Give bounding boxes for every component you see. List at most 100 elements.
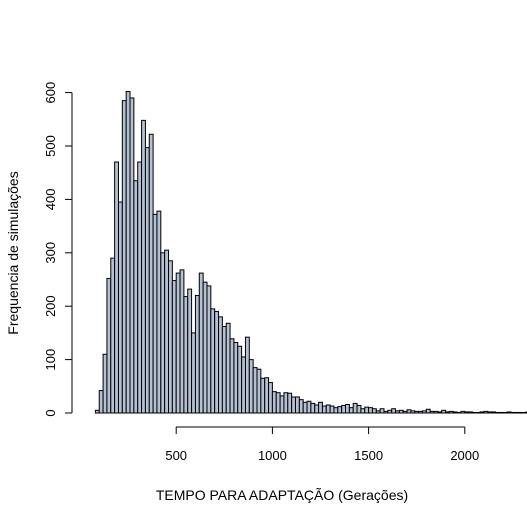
histogram-bar <box>218 316 223 414</box>
histogram-bar <box>164 249 170 414</box>
histogram-bar <box>433 410 439 414</box>
histogram-bar <box>141 119 146 414</box>
histogram-bar <box>160 252 166 414</box>
histogram-bar <box>464 411 470 414</box>
histogram-bar <box>133 180 139 414</box>
histogram-bar <box>337 406 343 414</box>
histogram-bar <box>395 410 400 414</box>
histogram-bar <box>117 201 123 414</box>
histogram-bar <box>114 161 119 414</box>
histogram-bar <box>429 410 435 414</box>
histogram-bar <box>229 338 235 414</box>
histogram-bar <box>298 399 304 414</box>
histogram-bar <box>341 405 347 414</box>
histogram-bar <box>148 133 154 414</box>
histogram-bar <box>506 411 512 414</box>
histogram-bar <box>487 411 493 414</box>
histogram-bar <box>248 359 254 414</box>
histogram-bar <box>144 147 150 414</box>
histogram-bar <box>279 395 285 414</box>
histogram-bar <box>364 406 370 414</box>
histogram-bar <box>475 411 481 414</box>
y-tick-label: 200 <box>43 295 58 317</box>
histogram-bar <box>479 411 485 414</box>
x-tick-label: 1000 <box>258 448 287 463</box>
histogram-bar <box>314 404 320 414</box>
histogram-bar <box>495 411 500 414</box>
histogram-bar <box>418 410 423 414</box>
histogram-bar <box>256 368 262 414</box>
histogram-bar <box>206 285 212 414</box>
histogram-bar <box>456 411 462 414</box>
histogram-bar <box>152 213 158 414</box>
histogram-bar <box>318 401 323 414</box>
histogram-bar <box>333 407 339 414</box>
histogram-bar <box>183 296 189 414</box>
histogram-bar <box>437 411 443 414</box>
histogram-bar <box>225 322 231 414</box>
y-tick-label: 600 <box>43 82 58 104</box>
histogram-bar <box>387 409 393 414</box>
x-axis-title: TEMPO PARA ADAPTAÇÃO (Gerações) <box>156 487 408 503</box>
histogram-bar <box>264 377 270 414</box>
histogram-bar <box>410 410 416 414</box>
histogram-bar <box>448 410 454 414</box>
histogram-bar <box>302 401 308 414</box>
histogram-bar <box>110 257 116 414</box>
histogram-bar <box>510 411 516 414</box>
histogram-bar <box>94 409 100 414</box>
histogram-bar <box>460 410 466 414</box>
histogram-bar <box>252 367 258 414</box>
histogram-bar <box>514 411 520 414</box>
histogram-bar <box>468 411 473 414</box>
histogram-bar <box>125 91 131 414</box>
histogram-bar <box>271 391 277 414</box>
histogram-bar <box>518 411 524 414</box>
histogram-bar <box>233 342 239 414</box>
histogram-bar <box>194 295 200 414</box>
histogram-bar <box>121 100 127 414</box>
histogram-bar <box>137 161 143 414</box>
histogram-bar <box>129 97 135 414</box>
histogram-bar <box>522 411 527 414</box>
histogram-bar <box>445 411 450 414</box>
y-axis-ticks: 0 100 200 300 400 500 600 <box>43 82 72 417</box>
histogram-bar <box>198 272 204 414</box>
histogram-bar <box>425 408 431 414</box>
histogram-bar <box>283 392 289 414</box>
histogram-bar <box>98 390 104 414</box>
histogram-bar <box>294 396 300 414</box>
histogram-bar <box>368 407 373 414</box>
histogram-bar <box>441 409 447 414</box>
x-tick-label: 500 <box>165 448 187 463</box>
histogram-bar <box>244 336 250 414</box>
histogram-bar <box>191 332 196 414</box>
histogram-bar <box>221 325 227 414</box>
histogram-bar <box>329 405 335 414</box>
histogram-bar <box>472 411 477 414</box>
histogram-bar <box>287 392 293 414</box>
histogram-bar <box>275 392 281 414</box>
histogram-bar <box>356 405 362 414</box>
histogram-bar <box>379 408 385 414</box>
histogram-bar <box>345 403 350 414</box>
histogram-bar <box>375 410 381 414</box>
y-tick-label: 0 <box>43 409 58 416</box>
histogram-bar <box>498 411 504 414</box>
histogram-bar <box>102 353 108 414</box>
histogram-bar <box>214 311 220 414</box>
histogram-bar <box>321 405 327 414</box>
histogram-bar <box>168 260 173 414</box>
x-tick-label: 1500 <box>354 448 383 463</box>
histogram-bar <box>371 408 377 414</box>
histogram-bar <box>171 280 177 414</box>
histogram-bar <box>406 409 412 414</box>
x-tick-label: 2000 <box>450 448 479 463</box>
histogram-bar <box>402 410 408 414</box>
x-axis-ticks: 500 1000 1500 2000 <box>165 427 479 463</box>
histogram-bar <box>202 281 208 414</box>
histogram-bar <box>391 408 397 414</box>
histogram-bar <box>325 404 331 414</box>
histogram-bar <box>156 210 162 414</box>
